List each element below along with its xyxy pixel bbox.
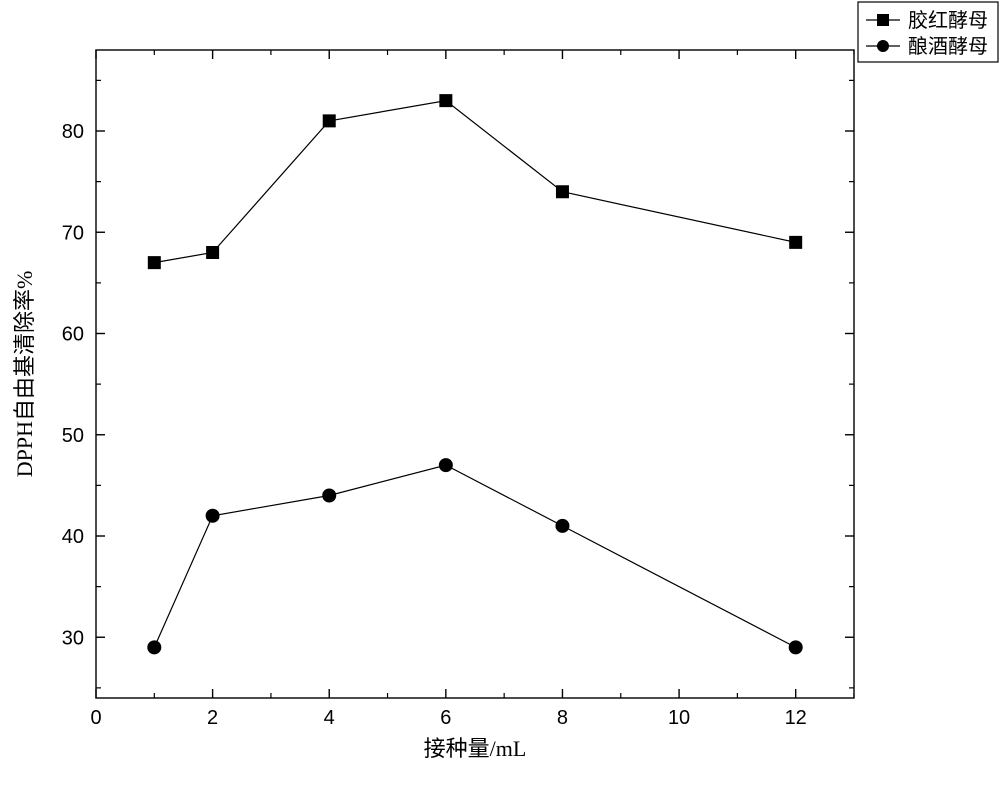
- svg-text:30: 30: [62, 627, 84, 649]
- series-marker: [556, 519, 569, 532]
- svg-text:80: 80: [62, 121, 84, 143]
- legend-label: 酿酒酵母: [908, 35, 988, 58]
- series-marker: [207, 247, 219, 259]
- series-marker: [323, 489, 336, 502]
- series-marker: [206, 509, 219, 522]
- x-axis-label: 接种量/mL: [424, 736, 527, 761]
- svg-text:10: 10: [668, 707, 690, 729]
- svg-text:8: 8: [557, 707, 568, 729]
- series-marker: [148, 641, 161, 654]
- series-marker: [148, 257, 160, 269]
- series-marker: [439, 459, 452, 472]
- series-marker: [323, 115, 335, 127]
- svg-text:60: 60: [62, 324, 84, 346]
- svg-text:40: 40: [62, 526, 84, 548]
- series-marker: [789, 641, 802, 654]
- svg-text:70: 70: [62, 222, 84, 244]
- series-marker: [790, 236, 802, 248]
- svg-text:50: 50: [62, 425, 84, 447]
- svg-text:12: 12: [785, 707, 807, 729]
- line-chart: 0 2 4 6 8 10 12 30 40 50 60 70 80 接种量/mL DPPH自由基清除率% 胶红…: [0, 0, 1000, 794]
- svg-text:6: 6: [440, 707, 451, 729]
- svg-text:0: 0: [90, 707, 101, 729]
- svg-text:2: 2: [207, 707, 218, 729]
- legend-label: 胶红酵母: [908, 9, 988, 32]
- legend: 胶红酵母酿酒酵母: [858, 2, 998, 62]
- series-marker: [440, 95, 452, 107]
- y-axis-label: DPPH自由基清除率%: [12, 271, 37, 478]
- svg-text:4: 4: [324, 707, 335, 729]
- series-marker: [556, 186, 568, 198]
